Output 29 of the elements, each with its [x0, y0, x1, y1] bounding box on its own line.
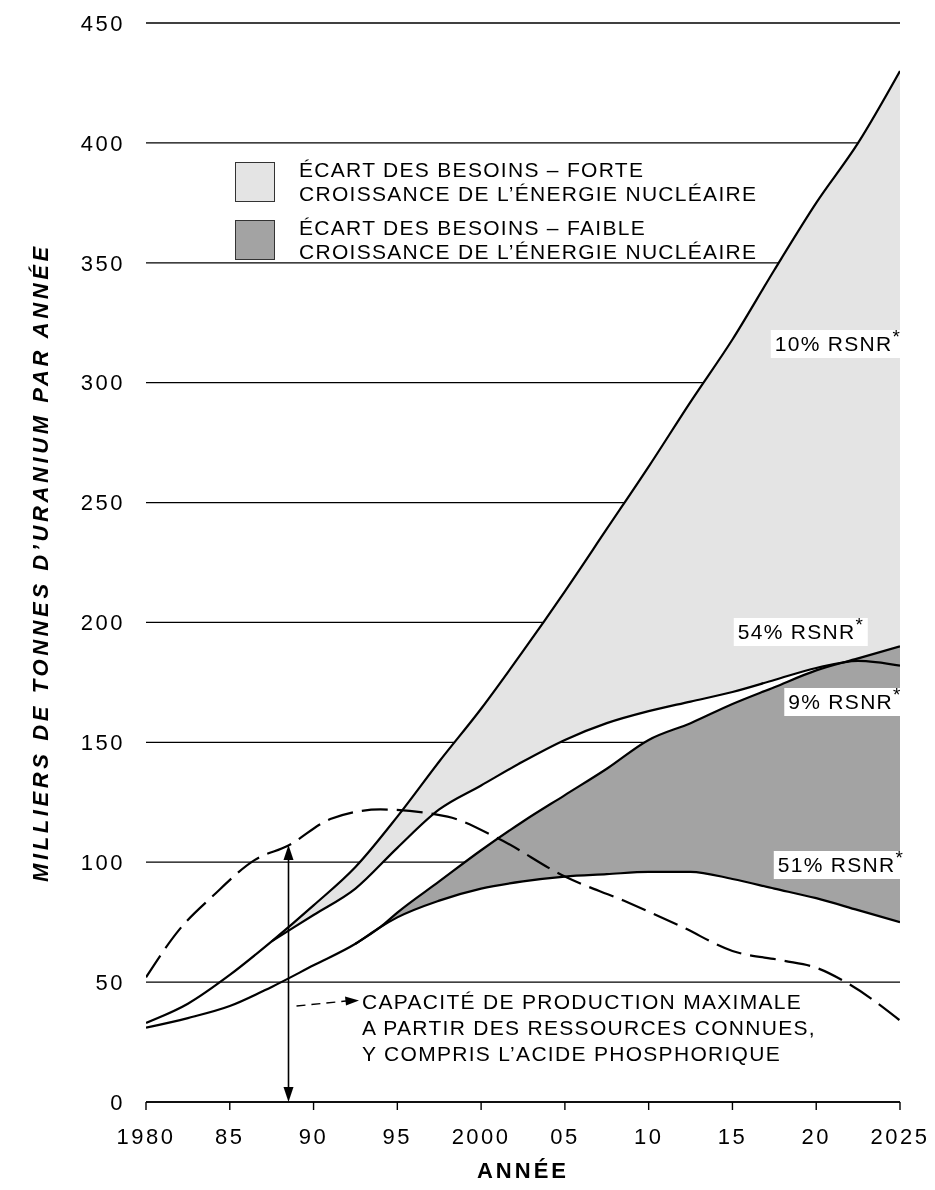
annotation: 9% RSNR$^{*}$: [787, 684, 903, 715]
y-tick-label: 400: [80, 130, 125, 156]
x-tick-label: 10: [633, 1123, 664, 1149]
annotation: 54% RSNR$^{*}$: [736, 614, 866, 645]
y-axis-title: MILLIERS DE TONNES D’URANIUM PAR ANNÉE: [27, 243, 53, 882]
x-axis-title: ANNÉE: [476, 1158, 570, 1183]
annotation: 10% RSNR$^{*}$: [773, 326, 903, 357]
x-tick-label: 95: [382, 1123, 413, 1149]
x-tick-label: 20: [801, 1123, 831, 1149]
y-tick-label: 450: [80, 10, 125, 36]
legend-label: ÉCART DES BESOINS – FORTE CROISSANCE DE L’ÉNERGIE NUCLÉAIRE: [299, 158, 758, 206]
y-tick-label: 250: [80, 490, 125, 516]
x-tick-label: 85: [215, 1123, 245, 1149]
x-tick-label: 90: [298, 1123, 329, 1149]
x-tick-label: 2000: [451, 1123, 511, 1149]
y-tick-label: 350: [80, 250, 125, 276]
y-tick-label: 150: [80, 730, 125, 756]
legend-label: ÉCART DES BESOINS – FAIBLE CROISSANCE DE L’ÉNERGIE NUCLÉAIRE: [299, 216, 758, 264]
y-tick-label: 50: [95, 969, 125, 995]
annotation: CAPACITÉ DE PRODUCTION MAXIMALE A PARTIR DES RESSOURCES CONNUES, Y COMPRIS L’ACIDE PHOSPHORIQUE: [362, 989, 816, 1067]
y-tick-label: 200: [80, 610, 125, 636]
x-tick-label: 1980: [116, 1123, 176, 1149]
y-tick-label: 0: [110, 1089, 125, 1115]
annotation: 51% RSNR$^{*}$: [776, 847, 906, 878]
x-tick-label: 15: [717, 1123, 748, 1149]
y-tick-label: 300: [80, 370, 125, 396]
y-tick-label: 100: [80, 850, 125, 876]
x-tick-label: 05: [550, 1123, 580, 1149]
x-tick-label: 2025: [870, 1123, 930, 1149]
